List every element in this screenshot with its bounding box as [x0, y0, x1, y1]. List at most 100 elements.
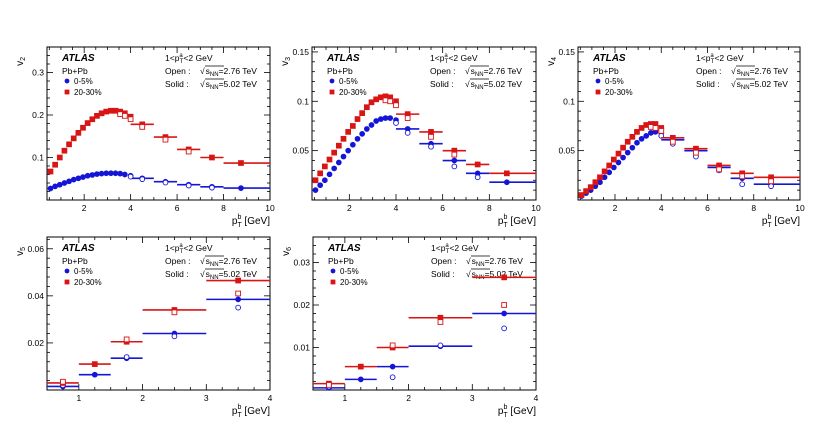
- marker-solid-square: [238, 160, 244, 166]
- energy-solid-label: Solid : √sNN=5.02 TeV: [430, 79, 522, 91]
- legend-label: 0-5%: [74, 267, 93, 276]
- marker-solid-circle: [638, 135, 645, 142]
- marker-solid-square: [643, 122, 650, 128]
- system-label: Pb+Pb: [593, 66, 619, 76]
- x-tick-label: 4: [268, 393, 273, 403]
- marker-open-square: [121, 112, 128, 119]
- marker-solid-circle: [634, 139, 640, 146]
- marker-open-square: [716, 166, 722, 173]
- marker-solid-square: [61, 147, 68, 154]
- marker-solid-square: [94, 112, 100, 119]
- x-tick-label: 6: [175, 203, 180, 213]
- marker-open-circle: [437, 342, 444, 349]
- y-tick-label: 0.06: [27, 244, 44, 254]
- marker-solid-circle: [359, 131, 366, 137]
- marker-solid-circle: [363, 126, 370, 132]
- marker-open-circle: [451, 163, 458, 170]
- legend-label: 20-30%: [74, 278, 102, 287]
- energy-open-label: Open : √sNN=2.76 TeV: [165, 66, 257, 78]
- marker-open-circle: [162, 179, 169, 186]
- y-axis-title: v2: [15, 57, 27, 66]
- marker-solid-circle: [368, 122, 375, 128]
- marker-solid-circle: [335, 159, 342, 166]
- legend-marker-central: [595, 78, 601, 84]
- x-tick-label: 4: [659, 203, 664, 213]
- marker-solid-circle: [610, 164, 617, 171]
- marker-solid-square: [52, 161, 58, 168]
- marker-solid-square: [629, 133, 636, 140]
- panel-v2: 2 4 6 8 10 0.1 0.2 0.3 v2 pb T [GeV] ATLAS Pb+Pb 1<pa…: [15, 46, 275, 229]
- system-label: Pb+Pb: [328, 256, 354, 266]
- legend-marker-central: [329, 78, 335, 84]
- experiment-label: ATLAS: [326, 53, 360, 64]
- marker-open-square: [60, 378, 66, 385]
- y-tick-label: 0.15: [558, 47, 575, 57]
- energy-solid-label: Solid : √sNN=5.02 TeV: [696, 79, 788, 91]
- marker-solid-square: [601, 168, 608, 175]
- marker-solid-square: [321, 163, 328, 170]
- y-axis-title: v3: [280, 57, 292, 66]
- x-tick-label: 2: [406, 393, 411, 403]
- x-tick-label: 10: [795, 203, 805, 213]
- marker-open-circle: [209, 184, 215, 191]
- y-tick-label: 0.05: [558, 146, 575, 156]
- energy-open-label: Open : √sNN=2.76 TeV: [165, 256, 257, 268]
- y-tick-label: 0.01: [293, 343, 310, 353]
- y-axis-title: v4: [546, 57, 558, 66]
- marker-solid-square: [615, 150, 622, 157]
- legend-label: 20-30%: [340, 278, 368, 287]
- x-tick-label: 2: [347, 203, 352, 213]
- x-tick-label: 6: [705, 203, 710, 213]
- marker-open-circle: [501, 325, 507, 332]
- marker-solid-circle: [56, 181, 63, 188]
- energy-solid-label: Solid : √sNN=5.02 TeV: [165, 79, 257, 91]
- marker-solid-square: [335, 142, 342, 149]
- experiment-label: ATLAS: [592, 53, 626, 64]
- marker-open-square: [404, 115, 411, 121]
- marker-solid-circle: [66, 178, 72, 185]
- marker-solid-circle: [89, 172, 96, 178]
- cut-label: 1<pa T<2 GeV: [430, 53, 478, 65]
- marker-open-circle: [235, 304, 241, 311]
- marker-solid-square: [592, 179, 599, 186]
- marker-open-square: [658, 128, 665, 134]
- x-tick-label: 3: [470, 393, 475, 403]
- legend-marker-peripheral: [595, 89, 601, 95]
- x-tick-label: 6: [440, 203, 445, 213]
- marker-solid-circle: [503, 179, 510, 186]
- marker-solid-circle: [70, 176, 77, 183]
- marker-solid-square: [47, 168, 54, 175]
- marker-solid-square: [75, 129, 82, 136]
- marker-solid-square: [606, 162, 613, 169]
- x-axis-title: pb T [GeV]: [498, 404, 536, 419]
- marker-solid-circle: [47, 185, 54, 192]
- system-label: Pb+Pb: [62, 66, 88, 76]
- marker-solid-circle: [501, 310, 507, 317]
- legend-label: 20-30%: [605, 88, 633, 97]
- x-tick-label: 10: [531, 203, 541, 213]
- cut-label: 1<pa T<2 GeV: [165, 53, 213, 65]
- y-axis-title: v5: [15, 247, 27, 256]
- marker-solid-circle: [620, 154, 626, 161]
- marker-open-square: [117, 111, 124, 118]
- marker-solid-circle: [647, 130, 654, 136]
- marker-open-square: [171, 309, 178, 316]
- plot-frame: [577, 46, 801, 201]
- marker-solid-square: [587, 184, 594, 191]
- y-axis-title: v6: [281, 247, 293, 256]
- marker-solid-circle: [643, 132, 650, 139]
- marker-solid-square: [91, 361, 98, 367]
- marker-open-square: [387, 98, 394, 105]
- marker-solid-square: [80, 124, 86, 131]
- legend-marker-central: [64, 268, 70, 274]
- marker-open-square: [693, 149, 699, 156]
- marker-solid-circle: [321, 177, 328, 184]
- marker-solid-circle: [61, 180, 68, 186]
- energy-open-label: Open : √sNN=2.76 TeV: [431, 256, 523, 268]
- marker-solid-circle: [108, 170, 114, 177]
- marker-solid-circle: [94, 171, 100, 177]
- marker-open-circle: [404, 130, 411, 136]
